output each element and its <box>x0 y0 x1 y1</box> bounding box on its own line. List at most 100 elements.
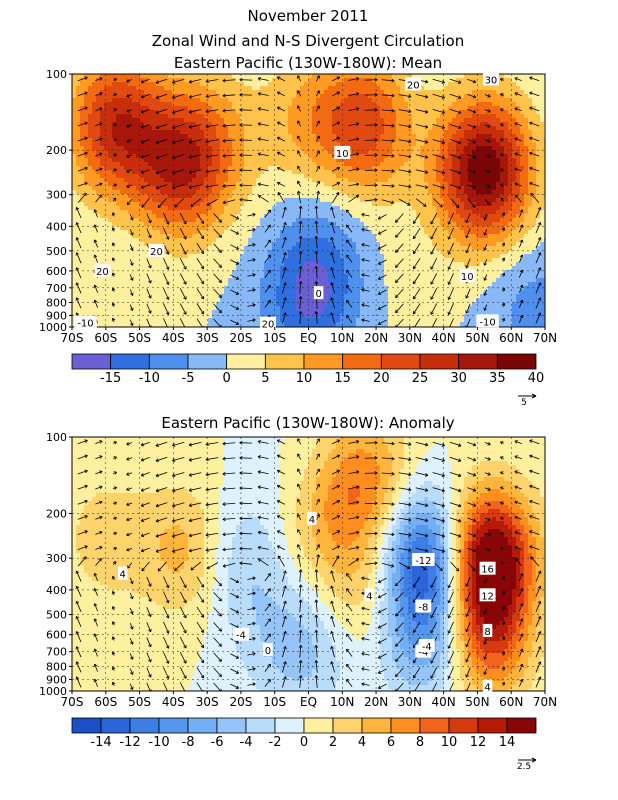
colorbar-swatch <box>332 717 363 734</box>
colorbar-tick-label: -4 <box>240 735 253 750</box>
colorbar-swatch <box>129 717 160 734</box>
colorbar-tick-label: 5 <box>261 371 269 386</box>
reference-vector-label: 5 <box>521 398 527 408</box>
contour-label: 0 <box>263 643 273 657</box>
y-tick-label: 800 <box>46 296 67 309</box>
colorbar-tick-label: 12 <box>470 735 487 750</box>
contour-label: 0 <box>313 286 324 300</box>
contour-label: 4 <box>117 566 128 581</box>
x-tick-label: 20N <box>364 695 388 709</box>
contour-label: 20 <box>259 316 276 331</box>
reference-vector-head <box>531 757 537 763</box>
x-tick-label: 50N <box>465 695 489 709</box>
x-tick-label: 30S <box>196 695 219 709</box>
colorbar-tick-label: 14 <box>499 735 516 750</box>
x-tick-label: 60N <box>499 331 523 345</box>
colorbar-swatch <box>390 717 421 734</box>
colorbar-swatch <box>274 717 305 734</box>
colorbar-tick-label: 40 <box>528 371 545 386</box>
y-tick-label: 100 <box>46 431 67 444</box>
colorbar-swatch <box>496 353 537 370</box>
colorbar-tick-label: -10 <box>148 735 169 750</box>
y-tick-label: 1000 <box>39 321 67 334</box>
figure-subtitle: Zonal Wind and N-S Divergent Circulation <box>152 32 464 50</box>
colorbar-tick-label: 8 <box>416 735 424 750</box>
contour-label: -10 <box>476 314 499 328</box>
contour-label: 4 <box>307 511 317 526</box>
contour-label: -4 <box>232 627 249 642</box>
field-fill <box>72 74 545 327</box>
colorbar-swatch <box>71 717 102 734</box>
colorbar-swatch <box>71 353 112 370</box>
x-tick-label: 70N <box>533 695 557 709</box>
contour-label: 16 <box>479 561 496 576</box>
colorbar-swatch <box>187 353 228 370</box>
x-tick-label: 40N <box>432 331 456 345</box>
contour-label: 20 <box>405 77 422 91</box>
y-tick-label: 300 <box>46 552 67 565</box>
colorbar-tick-label: 30 <box>450 371 467 386</box>
contour-label: 10 <box>459 269 476 283</box>
x-tick-label: 50N <box>465 331 489 345</box>
mean-panel-title: Eastern Pacific (130W-180W): Mean <box>174 54 442 72</box>
colorbar-tick-label: 4 <box>358 735 366 750</box>
colorbar-swatch <box>158 717 189 734</box>
colorbar-tick-label: -8 <box>182 735 195 750</box>
colorbar-swatch <box>216 717 247 734</box>
reference-vector-label: 2.5 <box>517 762 531 772</box>
anomaly-panel-title: Eastern Pacific (130W-180W): Anomaly <box>161 414 454 432</box>
colorbar-tick-label: -14 <box>90 735 111 750</box>
colorbar-swatch <box>100 717 131 734</box>
x-tick-label: 70S <box>61 331 84 345</box>
contour-label: 4 <box>364 588 375 602</box>
figure-title: November 2011 <box>248 7 369 25</box>
colorbar-swatch <box>477 717 508 734</box>
contour-label: 10 <box>334 145 351 160</box>
colorbar-swatch <box>303 717 334 734</box>
x-tick-label: 50S <box>128 695 151 709</box>
x-tick-label: EQ <box>300 331 317 345</box>
colorbar-swatch <box>419 717 450 734</box>
x-tick-label: 20S <box>229 695 252 709</box>
y-tick-label: 700 <box>46 282 67 295</box>
contour-label: -8 <box>415 599 432 614</box>
colorbar-tick-label: 25 <box>412 371 429 386</box>
colorbar-tick-label: -2 <box>269 735 282 750</box>
contour-label: 20 <box>94 263 111 278</box>
x-tick-label: 10N <box>330 331 354 345</box>
x-tick-label: 50S <box>128 331 151 345</box>
contour-label: 30 <box>482 72 499 86</box>
y-tick-label: 400 <box>46 220 67 233</box>
y-tick-label: 400 <box>46 584 67 597</box>
colorbar-tick-label: -6 <box>211 735 224 750</box>
y-tick-label: 800 <box>46 660 67 673</box>
colorbar-tick-label: 0 <box>223 371 231 386</box>
x-tick-label: 10S <box>263 331 286 345</box>
x-tick-label: 60S <box>94 331 117 345</box>
colorbar-swatch <box>148 353 189 370</box>
colorbar-swatch <box>110 353 150 370</box>
x-tick-label: 40S <box>162 331 185 345</box>
y-tick-label: 900 <box>46 309 67 322</box>
x-tick-label: 60N <box>499 695 523 709</box>
colorbar-tick-label: 20 <box>373 371 390 386</box>
colorbar-swatch <box>448 717 479 734</box>
y-tick-label: 500 <box>46 245 67 258</box>
contour-label: -10 <box>74 315 97 330</box>
x-tick-label: 40S <box>162 695 185 709</box>
colorbar-swatch <box>342 353 382 370</box>
reference-vector-head <box>531 393 537 399</box>
x-tick-label: 30S <box>196 331 219 345</box>
colorbar-swatch <box>303 353 344 370</box>
x-tick-label: 30N <box>398 331 422 345</box>
anomaly-panel: 4 4 -4 4 0 -4 -12 -8 -4 16 12 8 4 70S 60S 50S 40S 30S 20S 1… <box>39 431 557 772</box>
y-tick-label: 300 <box>46 189 67 202</box>
y-tick-label: 600 <box>46 265 67 278</box>
field-fill <box>72 437 545 691</box>
x-tick-label: 40N <box>432 695 456 709</box>
colorbar-tick-label: -5 <box>182 371 195 386</box>
colorbar-swatch <box>264 353 305 370</box>
colorbar-swatch <box>506 717 537 734</box>
